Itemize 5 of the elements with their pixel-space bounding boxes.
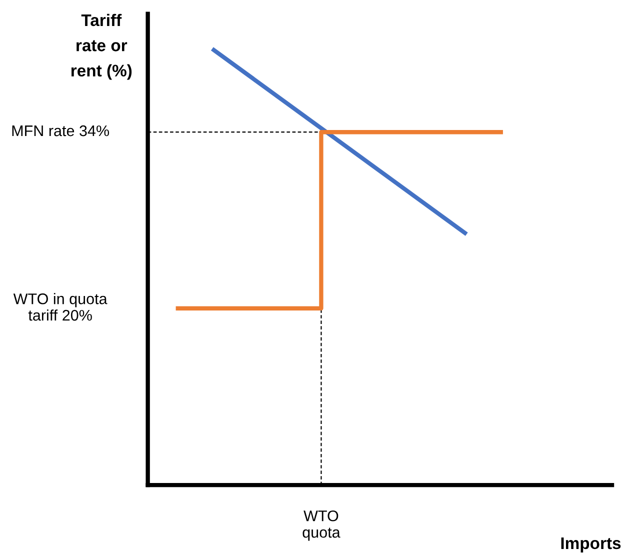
ref-line-label: MFN rate 34%	[12, 125, 110, 136]
text: WTO in quota tariff 20%	[13, 293, 108, 321]
x-axis-title: Imports	[561, 538, 621, 552]
y-axis-title: Tariff rate or rent (%)	[71, 14, 132, 80]
text: WTO quota	[302, 510, 340, 541]
